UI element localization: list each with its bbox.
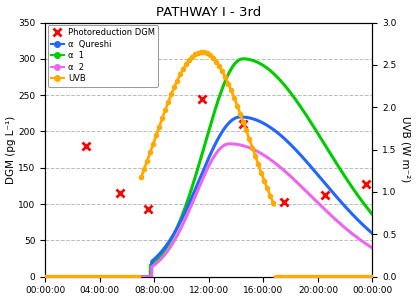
Y-axis label: UVB (W m⁻²): UVB (W m⁻²) (401, 116, 411, 183)
Title: PATHWAY I - 3rd: PATHWAY I - 3rd (156, 5, 262, 19)
Y-axis label: DGM (pg L⁻¹): DGM (pg L⁻¹) (5, 116, 15, 184)
Legend: Photoreduction DGM, α  Qureshi, α  1, α  2, UVB: Photoreduction DGM, α Qureshi, α 1, α 2,… (48, 25, 158, 87)
